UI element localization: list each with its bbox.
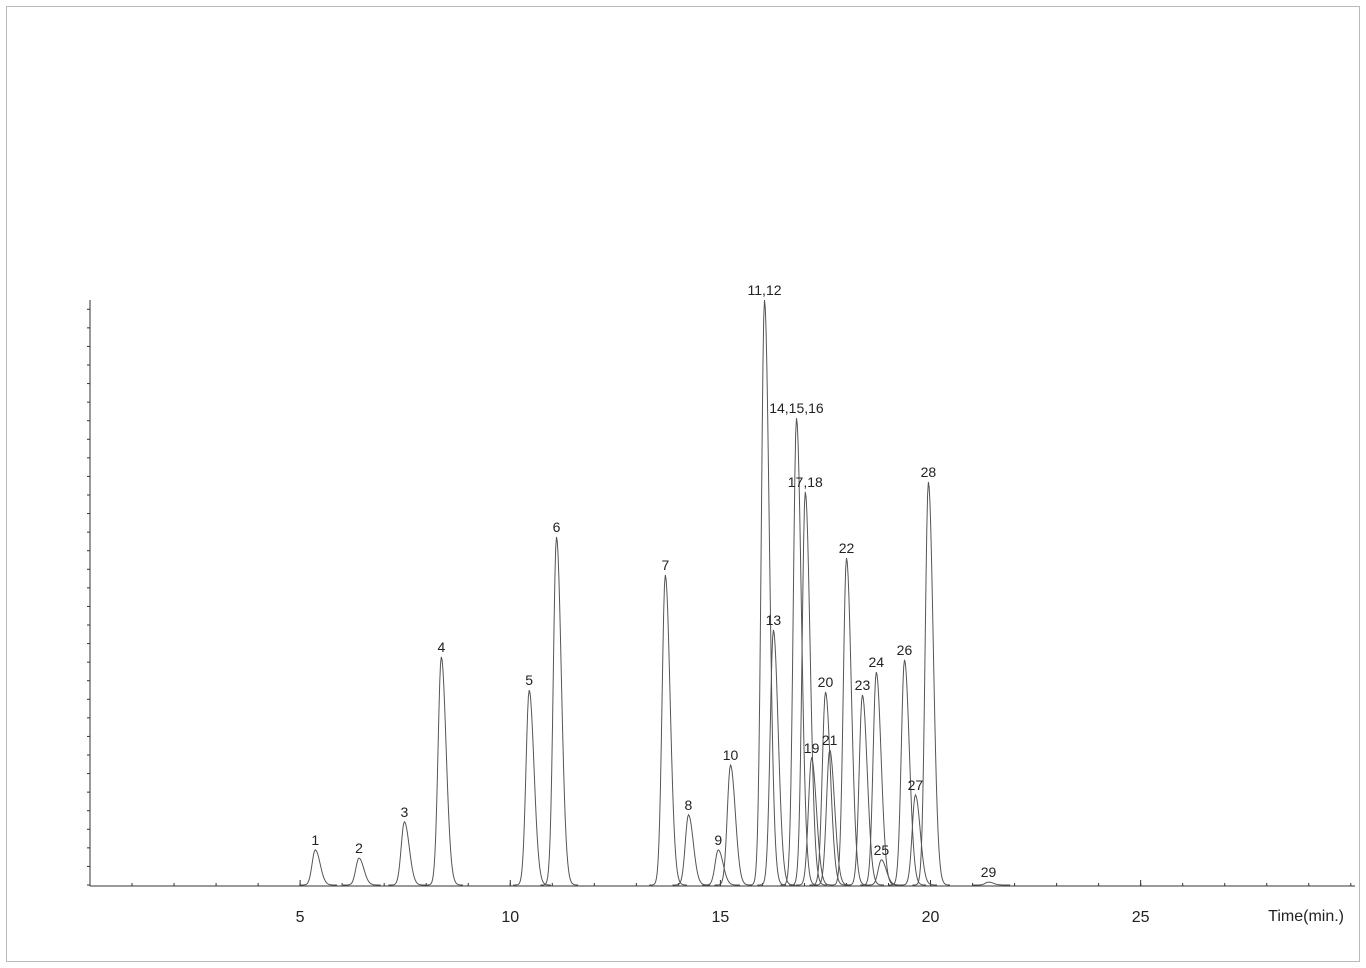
peak xyxy=(846,694,884,886)
peak-label: 17,18 xyxy=(788,474,823,490)
peak-label: 21 xyxy=(822,732,838,748)
peak-label: 8 xyxy=(685,797,693,813)
peak xyxy=(780,418,819,886)
peak-label: 7 xyxy=(661,557,669,573)
peak-label: 23 xyxy=(855,677,871,693)
peak-label: 28 xyxy=(921,464,937,480)
peak xyxy=(809,691,848,886)
peak-label: 1 xyxy=(311,832,319,848)
peak xyxy=(748,299,787,886)
peak xyxy=(388,820,426,886)
peak-label: 29 xyxy=(981,864,997,880)
peak xyxy=(888,659,927,886)
peak xyxy=(757,629,795,886)
peak xyxy=(649,574,687,886)
peak-label: 2 xyxy=(355,840,363,856)
peak xyxy=(912,481,950,886)
peak-label: 14,15,16 xyxy=(769,400,824,416)
x-tick-label: 10 xyxy=(501,909,519,926)
peak xyxy=(860,671,898,886)
peak xyxy=(830,557,869,886)
peak xyxy=(513,690,551,886)
peak-label: 22 xyxy=(839,540,855,556)
peak xyxy=(540,536,579,886)
peak-label: 3 xyxy=(400,804,408,820)
peak-label: 10 xyxy=(723,747,739,763)
frame xyxy=(6,6,1360,962)
peak-label: 11,12 xyxy=(748,282,782,298)
peak-label: 20 xyxy=(818,674,834,690)
x-axis-label: Time(min.) xyxy=(1268,908,1344,925)
peak-label: 26 xyxy=(897,642,913,658)
peak-label: 24 xyxy=(869,654,885,670)
peak-label: 4 xyxy=(437,639,445,655)
peak xyxy=(865,859,903,886)
peak-label: 25 xyxy=(874,842,890,858)
peak xyxy=(813,748,852,886)
x-tick-label: 20 xyxy=(922,909,940,926)
peak-label: 9 xyxy=(714,832,722,848)
peak xyxy=(299,849,337,886)
peak xyxy=(795,756,834,886)
peak-label: 19 xyxy=(804,740,820,756)
peak xyxy=(972,881,1011,886)
x-tick-label: 5 xyxy=(296,909,305,926)
x-tick-label: 25 xyxy=(1132,909,1150,926)
peak xyxy=(899,793,937,886)
peak xyxy=(425,656,463,886)
peak-label: 13 xyxy=(766,612,782,628)
peak-label: 6 xyxy=(553,519,561,535)
peak xyxy=(714,763,753,886)
x-tick-label: 15 xyxy=(712,909,730,926)
peak xyxy=(702,849,740,886)
peak xyxy=(343,857,381,886)
peak-label: 27 xyxy=(908,777,924,793)
peak-label: 5 xyxy=(525,672,533,688)
